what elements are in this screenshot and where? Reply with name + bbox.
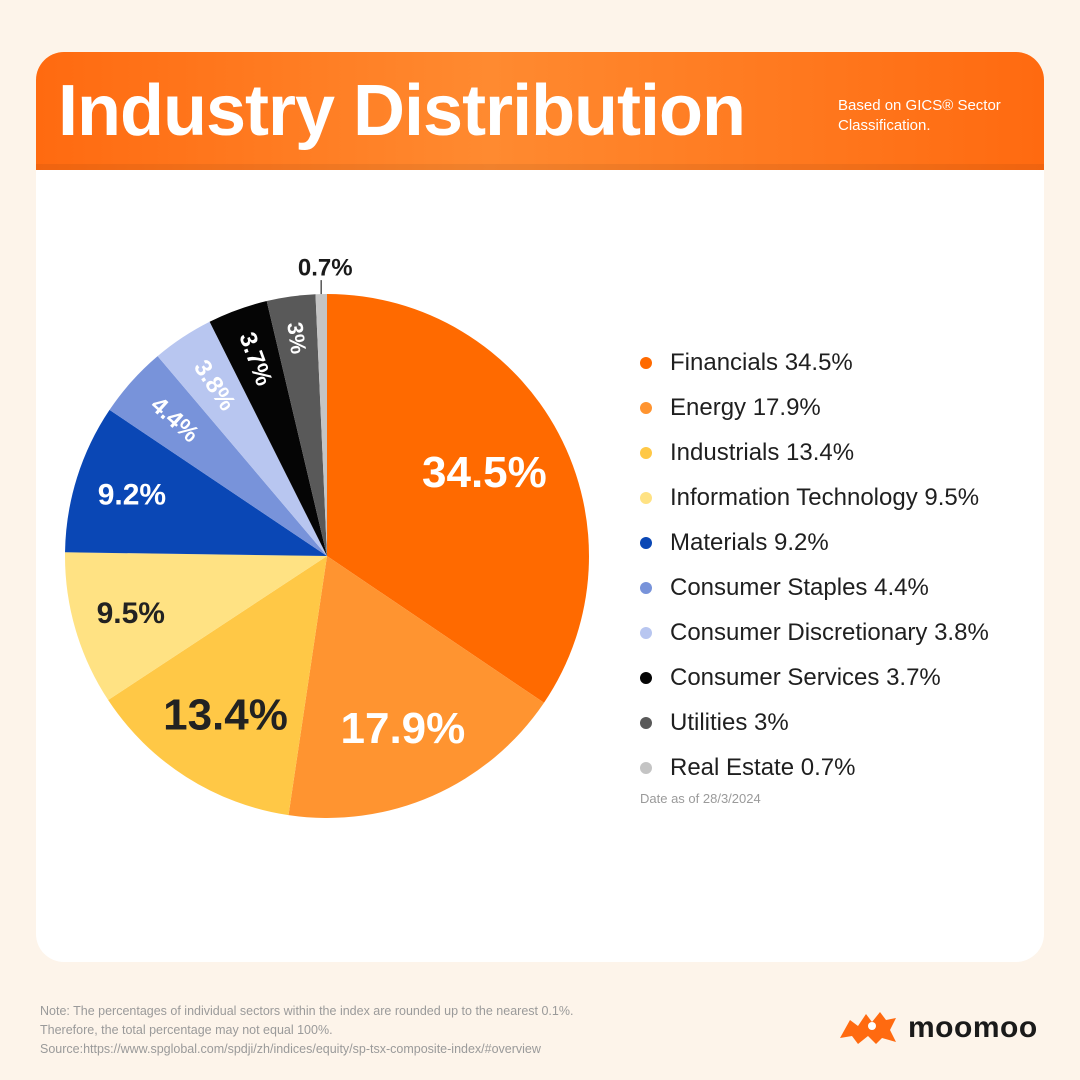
- legend-item: Consumer Services 3.7%: [640, 655, 989, 700]
- legend-swatch: [640, 581, 652, 594]
- legend-swatch: [640, 356, 652, 369]
- chart-legend: Financials 34.5% Energy 17.9% Industrials …: [640, 340, 989, 790]
- legend-label: Consumer Services 3.7%: [670, 663, 941, 691]
- legend-label: Consumer Discretionary 3.8%: [670, 618, 989, 646]
- pie-slice: [266, 294, 327, 556]
- legend-swatch: [640, 671, 652, 684]
- slice-label: 0.7%: [298, 255, 353, 282]
- legend-label: Energy 17.9%: [670, 393, 821, 421]
- pie-slice: [209, 301, 327, 556]
- slice-label: 13.4%: [163, 691, 288, 740]
- note-line-1: Note: The percentages of individual sect…: [40, 1004, 574, 1018]
- legend-item: Information Technology 9.5%: [640, 475, 989, 520]
- legend-item: Utilities 3%: [640, 700, 989, 745]
- page-title: Industry Distribution: [58, 71, 746, 151]
- pie-slice: [65, 552, 327, 701]
- legend-item: Energy 17.9%: [640, 385, 989, 430]
- slice-label: 34.5%: [422, 448, 547, 497]
- pie-slice: [109, 356, 327, 556]
- legend-swatch: [640, 536, 652, 549]
- note-line-2: Therefore, the total percentage may not …: [40, 1023, 333, 1037]
- legend-label: Utilities 3%: [670, 708, 789, 736]
- pie-slice: [327, 294, 589, 703]
- legend-swatch: [640, 491, 652, 504]
- brand-name: moomoo: [908, 1011, 1038, 1044]
- legend-label: Financials 34.5%: [670, 348, 853, 376]
- brand: moomoo: [836, 1008, 1038, 1048]
- slice-label: 9.2%: [98, 479, 166, 512]
- legend-item: Materials 9.2%: [640, 520, 989, 565]
- legend-label: Consumer Staples 4.4%: [670, 573, 929, 601]
- slice-label: 17.9%: [341, 704, 466, 753]
- legend-swatch: [640, 761, 652, 774]
- pie-slice: [108, 556, 327, 816]
- page-subtitle: Based on GICS® Sector Classification.: [838, 97, 1001, 134]
- bull-logo-icon: [840, 1012, 896, 1044]
- pie-slice: [315, 294, 327, 556]
- footer-note: Note: The percentages of individual sect…: [40, 1002, 800, 1059]
- legend-label: Materials 9.2%: [670, 528, 829, 556]
- legend-item: Industrials 13.4%: [640, 430, 989, 475]
- title-banner: [36, 52, 1044, 170]
- legend-swatch: [640, 401, 652, 414]
- pie-slice: [65, 409, 327, 556]
- source-line: Source:https://www.spglobal.com/spdji/zh…: [40, 1042, 541, 1056]
- slice-label: 9.5%: [97, 597, 165, 630]
- legend-item: Real Estate 0.7%: [640, 745, 989, 790]
- legend-item: Consumer Discretionary 3.8%: [640, 610, 989, 655]
- legend-label: Industrials 13.4%: [670, 438, 855, 466]
- pie-slice: [288, 556, 545, 818]
- legend-item: Financials 34.5%: [640, 340, 989, 385]
- legend-swatch: [640, 716, 652, 729]
- legend-label: Information Technology 9.5%: [670, 483, 980, 511]
- date-note: Date as of 28/3/2024: [640, 791, 761, 806]
- legend-swatch: [640, 626, 652, 639]
- legend-item: Consumer Staples 4.4%: [640, 565, 989, 610]
- pie-slice: [157, 321, 327, 556]
- slice-label: 3%: [282, 321, 311, 356]
- legend-swatch: [640, 446, 652, 459]
- legend-label: Real Estate 0.7%: [670, 753, 856, 781]
